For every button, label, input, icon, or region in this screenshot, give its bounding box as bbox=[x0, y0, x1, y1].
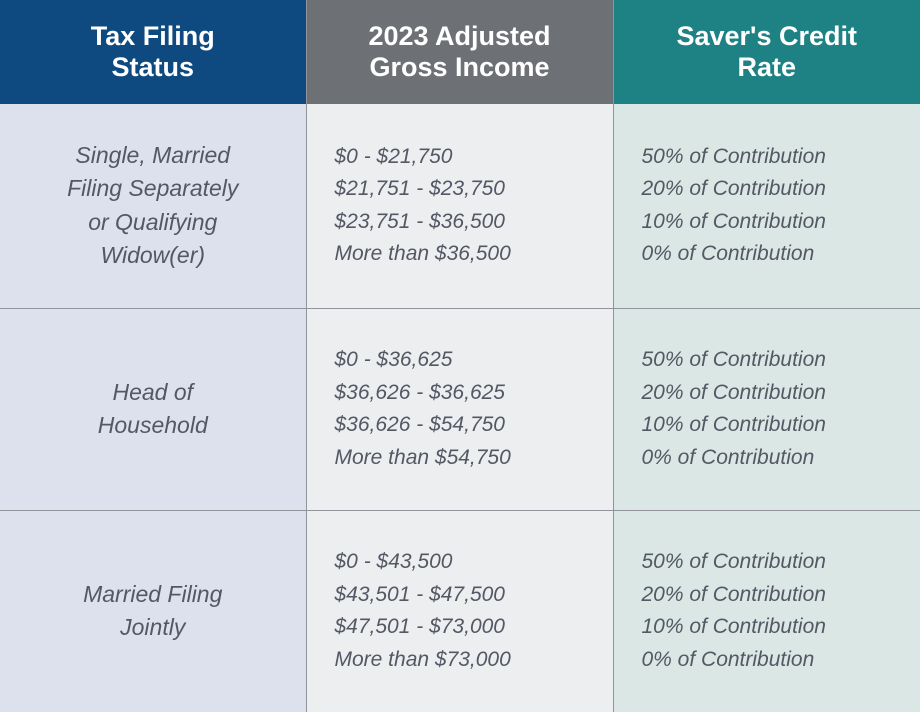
line-item: 50% of Contribution bbox=[642, 344, 920, 377]
table-row: Head ofHousehold $0 - $36,625$36,626 - $… bbox=[0, 308, 920, 510]
line-item: $36,626 - $54,750 bbox=[335, 409, 613, 442]
header-rate-label: Saver's CreditRate bbox=[676, 21, 857, 82]
line-item: $0 - $21,750 bbox=[335, 141, 613, 174]
header-income-label: 2023 AdjustedGross Income bbox=[368, 21, 550, 82]
line-item: $47,501 - $73,000 bbox=[335, 611, 613, 644]
status-text: Married FilingJointly bbox=[83, 581, 222, 640]
line-item: 10% of Contribution bbox=[642, 409, 920, 442]
cell-rate: 50% of Contribution20% of Contribution10… bbox=[613, 510, 920, 712]
cell-income: $0 - $43,500$43,501 - $47,500$47,501 - $… bbox=[306, 510, 613, 712]
line-item: 10% of Contribution bbox=[642, 206, 920, 239]
cell-income: $0 - $21,750$21,751 - $23,750$23,751 - $… bbox=[306, 104, 613, 309]
line-item: More than $36,500 bbox=[335, 238, 613, 271]
line-item: $43,501 - $47,500 bbox=[335, 579, 613, 612]
line-item: More than $73,000 bbox=[335, 644, 613, 677]
line-item: 20% of Contribution bbox=[642, 579, 920, 612]
header-status-label: Tax FilingStatus bbox=[91, 21, 215, 82]
line-item: 20% of Contribution bbox=[642, 173, 920, 206]
cell-income: $0 - $36,625$36,626 - $36,625$36,626 - $… bbox=[306, 308, 613, 510]
cell-status: Married FilingJointly bbox=[0, 510, 306, 712]
line-item: $36,626 - $36,625 bbox=[335, 377, 613, 410]
header-rate: Saver's CreditRate bbox=[613, 0, 920, 104]
cell-status: Head ofHousehold bbox=[0, 308, 306, 510]
line-item: More than $54,750 bbox=[335, 442, 613, 475]
line-item: $0 - $36,625 bbox=[335, 344, 613, 377]
status-text: Head ofHousehold bbox=[98, 379, 208, 438]
line-item: 50% of Contribution bbox=[642, 546, 920, 579]
header-income: 2023 AdjustedGross Income bbox=[306, 0, 613, 104]
line-item: 10% of Contribution bbox=[642, 611, 920, 644]
line-item: 0% of Contribution bbox=[642, 442, 920, 475]
table-row: Single, MarriedFiling Separatelyor Quali… bbox=[0, 104, 920, 309]
line-item: 20% of Contribution bbox=[642, 377, 920, 410]
line-item: $0 - $43,500 bbox=[335, 546, 613, 579]
savers-credit-table: Tax FilingStatus 2023 AdjustedGross Inco… bbox=[0, 0, 920, 712]
table-header-row: Tax FilingStatus 2023 AdjustedGross Inco… bbox=[0, 0, 920, 104]
header-status: Tax FilingStatus bbox=[0, 0, 306, 104]
line-item: 0% of Contribution bbox=[642, 238, 920, 271]
line-item: 50% of Contribution bbox=[642, 141, 920, 174]
status-text: Single, MarriedFiling Separatelyor Quali… bbox=[67, 142, 238, 268]
line-item: 0% of Contribution bbox=[642, 644, 920, 677]
cell-rate: 50% of Contribution20% of Contribution10… bbox=[613, 104, 920, 309]
cell-status: Single, MarriedFiling Separatelyor Quali… bbox=[0, 104, 306, 309]
line-item: $21,751 - $23,750 bbox=[335, 173, 613, 206]
cell-rate: 50% of Contribution20% of Contribution10… bbox=[613, 308, 920, 510]
table-row: Married FilingJointly $0 - $43,500$43,50… bbox=[0, 510, 920, 712]
line-item: $23,751 - $36,500 bbox=[335, 206, 613, 239]
